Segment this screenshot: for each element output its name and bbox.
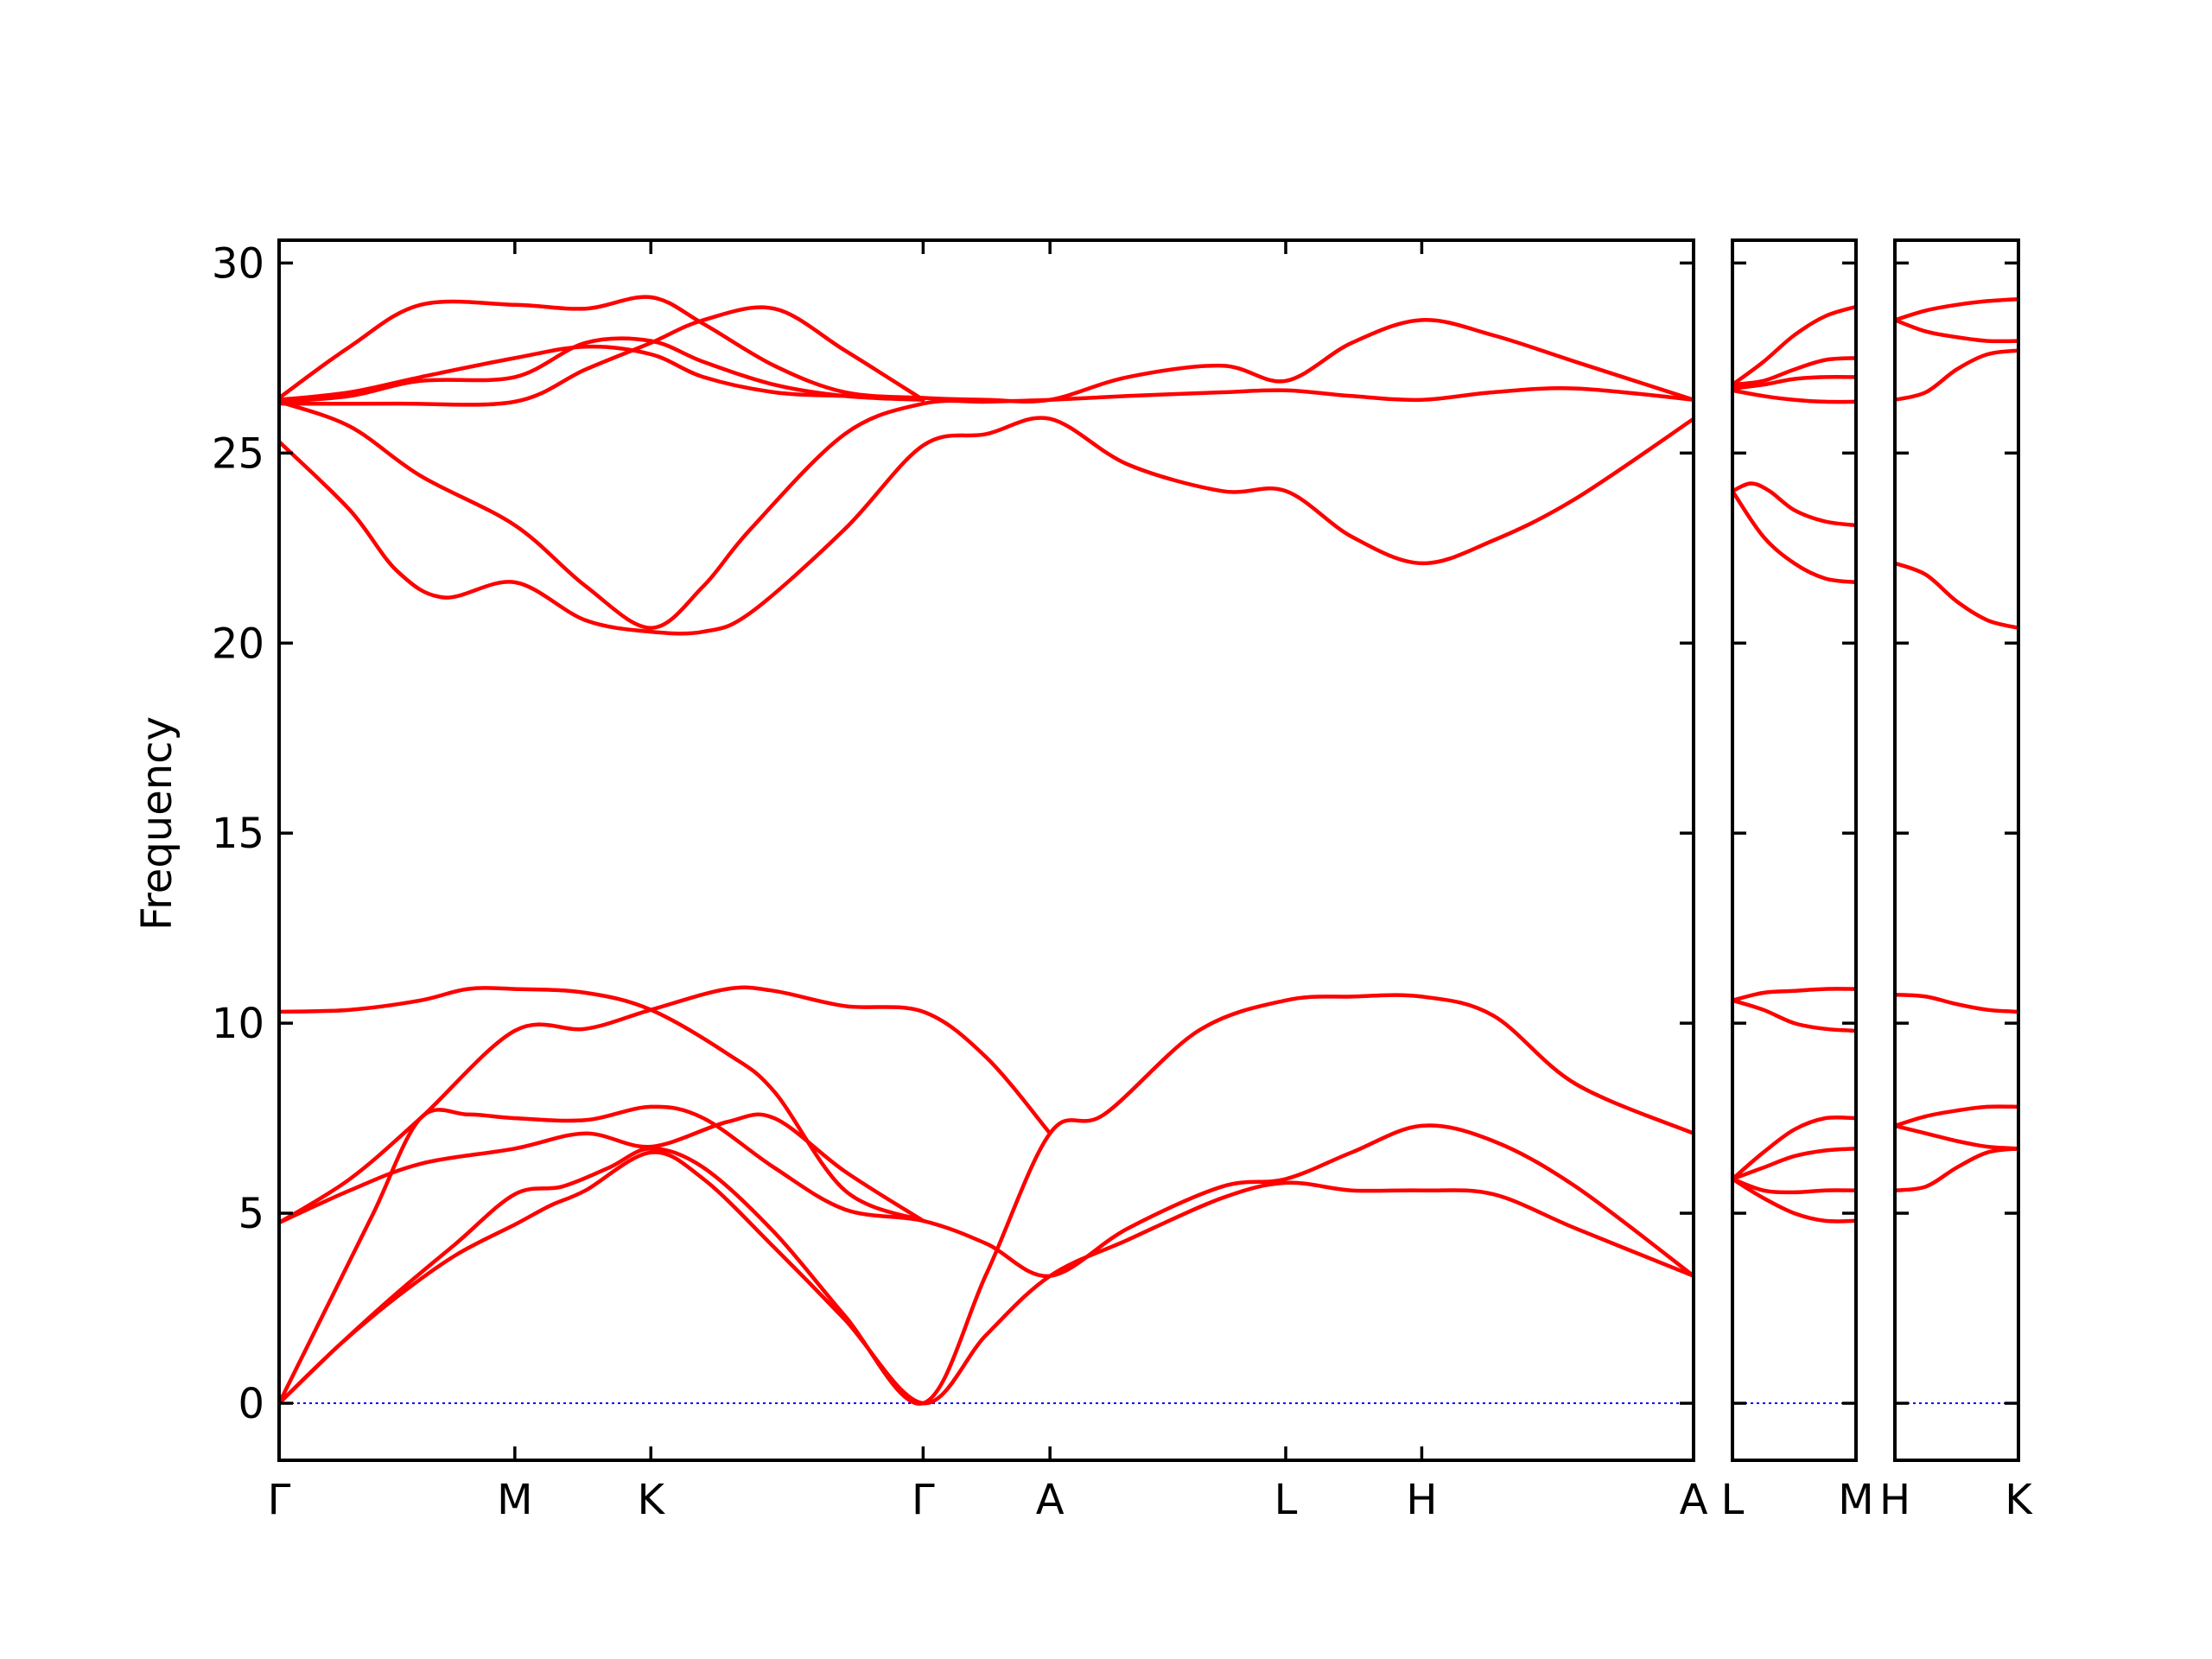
band-2 <box>1732 1177 1856 1195</box>
y-tick-label: 0 <box>238 1380 264 1428</box>
y-tick-label: 5 <box>238 1190 264 1238</box>
y-tick-label: 25 <box>212 429 264 478</box>
band-12 <box>1732 304 1856 387</box>
band-group <box>279 295 1694 1406</box>
band-2 <box>1895 1123 2018 1151</box>
band-4 <box>1895 992 2018 1014</box>
band-6 <box>279 986 925 1224</box>
band-11 <box>279 344 925 402</box>
band-8 <box>279 386 1694 630</box>
band-2 <box>279 993 1694 1406</box>
band-9 <box>279 305 925 407</box>
x-tick-label: A <box>1036 1476 1065 1524</box>
x-tick-label: L <box>1721 1476 1745 1524</box>
x-tick-label: H <box>1879 1476 1910 1524</box>
band-1 <box>1732 1177 1856 1224</box>
y-tick-label: 20 <box>212 620 264 668</box>
x-tick-label: A <box>1680 1476 1708 1524</box>
band-4 <box>1732 1115 1856 1181</box>
x-tick-label: K <box>638 1476 666 1524</box>
band-10 <box>279 336 925 404</box>
x-tick-label: K <box>2005 1476 2033 1524</box>
x-tick-label: M <box>497 1476 532 1524</box>
band-6 <box>1732 987 1856 1003</box>
band-5 <box>1895 561 2018 630</box>
band-11 <box>1732 356 1856 387</box>
x-tick-label: L <box>1274 1476 1298 1524</box>
band-6 <box>1895 348 2018 402</box>
y-axis-title: Frequency <box>133 716 181 931</box>
band-group <box>1732 304 1856 1224</box>
panel-frame <box>1731 238 1858 1462</box>
band-8 <box>1732 481 1856 528</box>
band-12 <box>279 295 1694 404</box>
x-tick-label: H <box>1406 1476 1437 1524</box>
band-3 <box>1895 1104 2018 1128</box>
band-3 <box>1732 1147 1856 1181</box>
panel-frame <box>277 238 1695 1462</box>
band-8 <box>1895 296 2018 322</box>
band-5 <box>1732 998 1856 1033</box>
x-tick-label: Γ <box>268 1476 291 1524</box>
panel-frame <box>1893 238 2020 1462</box>
band-7 <box>1895 318 2018 344</box>
y-axis: 0 5 10 15 20 25 30 <box>212 239 264 1428</box>
band-4 <box>279 1112 925 1225</box>
band-7 <box>279 416 1694 636</box>
y-tick-label: 10 <box>212 1000 264 1048</box>
band-5 <box>279 985 1052 1225</box>
band-10 <box>1732 374 1856 391</box>
x-tick-label: Γ <box>912 1476 935 1524</box>
band-group <box>1895 296 2018 1192</box>
band-9 <box>1732 388 1856 404</box>
band-7 <box>1732 489 1856 585</box>
y-tick-label: 15 <box>212 810 264 858</box>
x-tick-label: M <box>1838 1476 1873 1524</box>
band-1 <box>1895 1147 2018 1192</box>
y-tick-label: 30 <box>212 239 264 288</box>
